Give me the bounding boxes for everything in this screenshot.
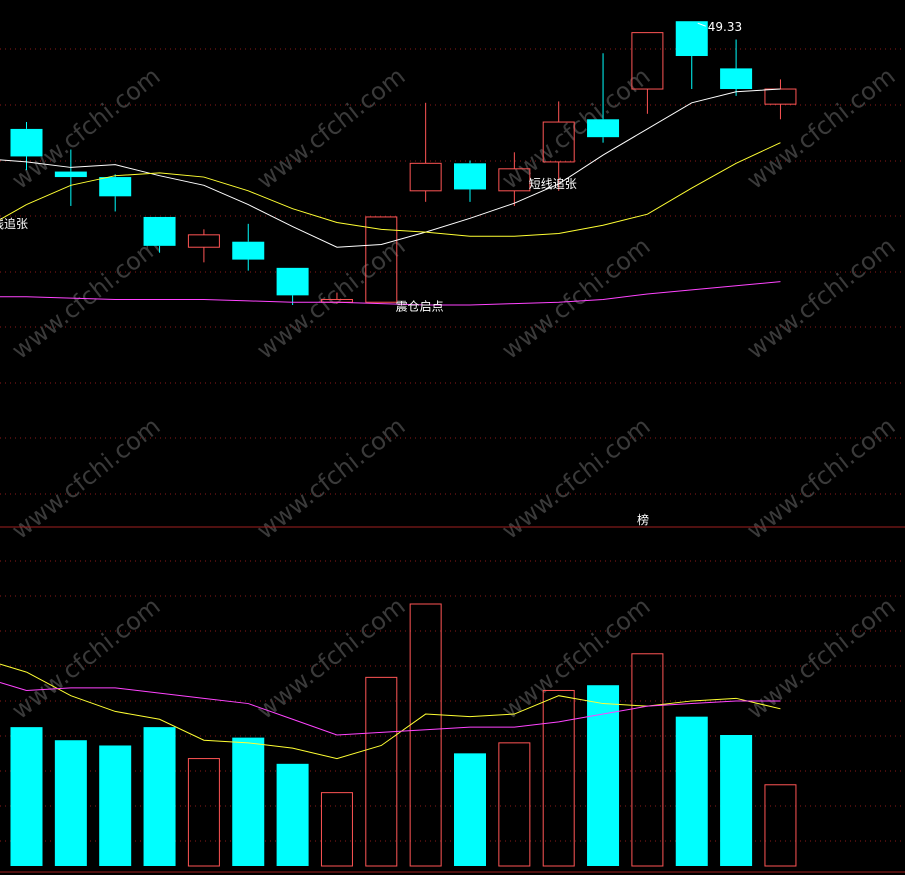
volume-bar	[720, 735, 753, 866]
volume-ma-line-extension	[0, 681, 27, 691]
candle	[143, 216, 176, 253]
max-price-pointer	[697, 22, 706, 27]
candle-body	[276, 267, 309, 296]
volume-bar	[232, 737, 265, 866]
candle	[187, 229, 220, 263]
watermark-text: www.cfchi.com	[496, 412, 655, 545]
candle	[675, 21, 708, 90]
volume-bar	[187, 758, 220, 867]
watermark-text: www.cfchi.com	[251, 232, 410, 365]
candle-body	[99, 177, 132, 197]
volume-bar	[631, 653, 664, 867]
price-panel[interactable]: 49.33 线追张震仓启点 短线追张	[0, 20, 797, 313]
candle	[99, 174, 132, 212]
watermark-text: www.cfchi.com	[741, 62, 900, 195]
candle	[409, 102, 442, 202]
price-ma-line	[26, 88, 781, 248]
volume-panel[interactable]	[0, 603, 797, 867]
volume-bar	[320, 792, 353, 867]
candle-body	[187, 234, 220, 248]
watermark-text: www.cfchi.com	[251, 412, 410, 545]
volume-bar	[276, 763, 309, 866]
volume-bar	[498, 742, 531, 867]
signal-annotation: 线追张	[0, 216, 28, 231]
volume-bar	[542, 689, 575, 867]
signal-annotation: 短线追张	[529, 176, 577, 191]
candle	[631, 32, 664, 114]
candle-body	[454, 163, 486, 190]
price-ma-line	[26, 281, 781, 306]
watermark-text: www.cfchi.com	[6, 412, 165, 545]
volume-ma-line	[26, 671, 781, 760]
candle-body	[409, 162, 442, 192]
candle-body	[365, 216, 398, 303]
candle-body	[232, 241, 265, 260]
watermark-text: www.cfchi.com	[6, 592, 165, 725]
volume-bar	[143, 727, 176, 866]
candle	[454, 160, 486, 202]
candle	[10, 122, 43, 171]
signal-annotation: 震仓启点	[396, 299, 444, 313]
candle	[365, 216, 398, 303]
watermark-text: www.cfchi.com	[251, 62, 410, 195]
volume-ma-line	[26, 687, 781, 736]
volume-bar	[764, 784, 797, 867]
candle	[720, 39, 753, 96]
candle	[276, 267, 309, 305]
volume-bar	[365, 676, 398, 867]
price-ma-line-extension	[0, 159, 27, 163]
candle	[232, 223, 265, 271]
price-ma-line-extension	[0, 204, 27, 221]
volume-bar	[409, 603, 442, 867]
volume-bar	[675, 716, 708, 866]
candle-body	[542, 121, 575, 163]
volume-bar	[587, 685, 620, 866]
candle-body	[10, 128, 43, 157]
candle-body	[587, 119, 620, 138]
watermark-text: www.cfchi.com	[496, 232, 655, 365]
watermark-text: www.cfchi.com	[741, 232, 900, 365]
volume-ma-line-extension	[0, 663, 27, 673]
volume-bar	[454, 753, 486, 866]
watermark-text: www.cfchi.com	[251, 592, 410, 725]
candle	[764, 79, 797, 120]
candle-body	[764, 88, 797, 105]
candle-body	[631, 32, 664, 90]
candle	[587, 53, 620, 143]
volume-bar	[99, 745, 132, 866]
candle-body	[720, 68, 753, 90]
max-price-label: 49.33	[708, 20, 742, 34]
candle-body	[498, 168, 531, 192]
candle-body	[54, 171, 87, 178]
watermark-text: www.cfchi.com	[741, 412, 900, 545]
divider-label: 榜	[637, 512, 649, 527]
candle	[542, 101, 575, 191]
volume-bar	[54, 740, 87, 866]
volume-bar	[10, 727, 43, 866]
candle-body	[143, 216, 176, 246]
price-ma-line	[26, 142, 781, 237]
candle-body	[675, 21, 708, 57]
